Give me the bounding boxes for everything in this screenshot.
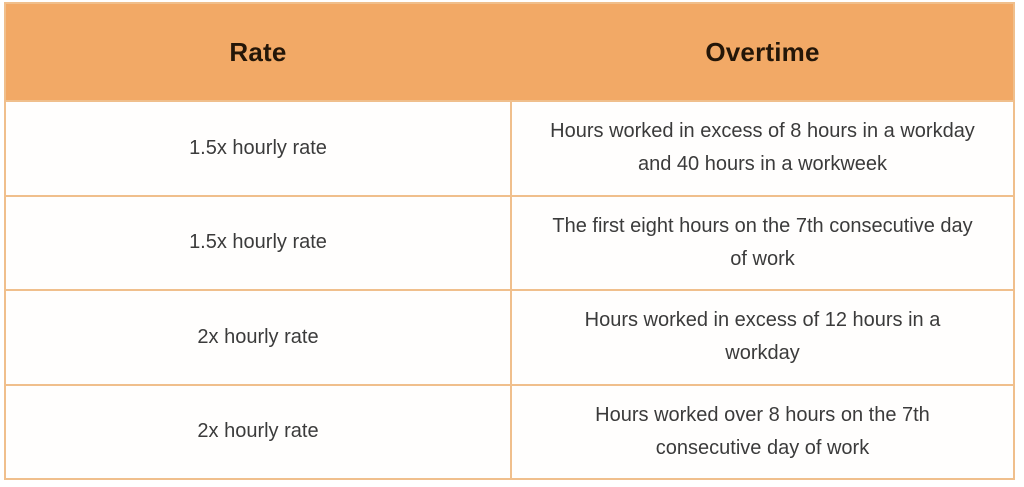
overtime-rates-table: Rate Overtime 1.5x hourly rate Hours wor… [4, 2, 1015, 480]
overtime-line: Hours worked in excess of 8 hours in a w… [550, 120, 975, 143]
overtime-line: consecutive day of work [655, 436, 870, 459]
rate-cell: 2x hourly rate [6, 291, 512, 384]
table-header-row: Rate Overtime [6, 4, 1013, 100]
overtime-cell: Hours worked over 8 hours on the 7th con… [512, 386, 1013, 479]
overtime-line: Hours worked over 8 hours on the 7th [595, 403, 930, 426]
table-row: 1.5x hourly rate The first eight hours o… [6, 194, 1013, 290]
rate-cell: 2x hourly rate [6, 385, 512, 478]
table-row: 1.5x hourly rate Hours worked in excess … [6, 100, 1013, 195]
column-header-overtime: Overtime [705, 36, 820, 67]
overtime-line: workday [725, 342, 800, 365]
overtime-line: Hours worked in excess of 12 hours in a [584, 309, 941, 332]
overtime-line: The first eight hours on the 7th consecu… [552, 214, 973, 237]
overtime-cell: The first eight hours on the 7th consecu… [512, 197, 1013, 290]
overtime-cell: Hours worked in excess of 8 hours in a w… [512, 102, 1013, 195]
column-header-rate: Rate [6, 4, 512, 100]
overtime-line: and 40 hours in a workweek [637, 153, 888, 176]
table-row: 2x hourly rate Hours worked in excess of… [6, 289, 1013, 384]
overtime-line: of work [730, 247, 795, 270]
table-row: 2x hourly rate Hours worked over 8 hours… [6, 383, 1013, 479]
rate-cell: 1.5x hourly rate [6, 196, 512, 289]
overtime-cell: Hours worked in excess of 12 hours in a … [512, 291, 1013, 384]
rate-cell: 1.5x hourly rate [6, 102, 512, 195]
